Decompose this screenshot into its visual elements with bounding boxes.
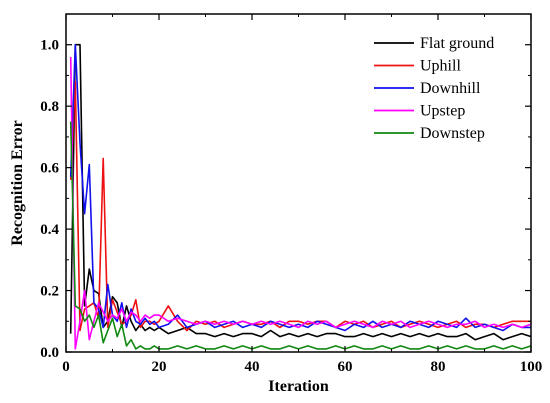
legend-label-upstep: Upstep: [420, 103, 465, 120]
y-tick-label: 0.4: [40, 222, 59, 238]
series-line-downstep: [69, 121, 531, 350]
legend-label-uphill: Uphill: [420, 58, 461, 75]
y-tick-label: 1.0: [40, 38, 59, 54]
ticks-layer: 0 20 40 60 80 100 0.0 0.2 0.4 0.6 0.8 1.0: [40, 13, 543, 375]
x-tick-label: 60: [338, 359, 353, 375]
y-tick-label: 0.6: [40, 161, 59, 177]
legend-label-flat-ground: Flat ground: [420, 35, 494, 52]
y-axis-title: Recognition Error: [9, 120, 26, 245]
y-tick-label: 0.0: [40, 345, 59, 361]
series-layer: [69, 43, 531, 350]
x-tick-label: 40: [245, 359, 260, 375]
x-tick-label: 0: [62, 359, 70, 375]
series-line-flat-ground: [69, 43, 531, 341]
series-line-uphill: [69, 80, 531, 332]
x-tick-label: 20: [152, 359, 167, 375]
legend-label-downhill: Downhill: [420, 80, 481, 97]
y-tick-label: 0.8: [40, 99, 59, 115]
x-axis-title: Iteration: [268, 378, 329, 395]
legend: Flat ground Uphill Downhill Upstep Downstep: [374, 35, 494, 142]
series-line-upstep: [69, 56, 531, 350]
x-tick-label: 80: [431, 359, 446, 375]
x-tick-label: 100: [520, 359, 543, 375]
series-line-downhill: [69, 43, 531, 332]
y-tick-label: 0.2: [40, 284, 59, 300]
legend-label-downstep: Downstep: [420, 125, 485, 142]
